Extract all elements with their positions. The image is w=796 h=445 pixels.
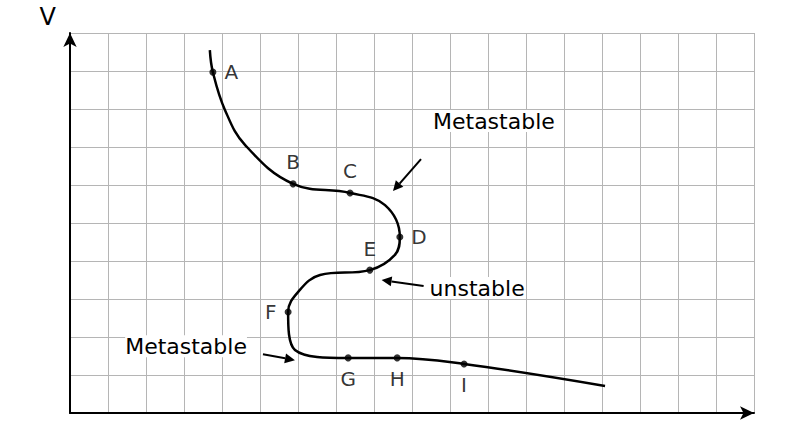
svg-text:Metastable: Metastable	[433, 109, 555, 134]
svg-text:V: V	[40, 3, 57, 31]
svg-text:H: H	[390, 367, 405, 391]
svg-text:F: F	[265, 300, 277, 324]
svg-text:I: I	[461, 373, 467, 397]
svg-text:D: D	[411, 225, 426, 249]
svg-text:E: E	[363, 237, 376, 261]
svg-text:unstable: unstable	[430, 276, 525, 301]
svg-text:Metastable: Metastable	[125, 334, 247, 359]
svg-text:G: G	[340, 367, 356, 391]
svg-text:A: A	[224, 60, 238, 84]
svg-text:C: C	[343, 159, 357, 183]
svg-text:B: B	[286, 150, 300, 174]
